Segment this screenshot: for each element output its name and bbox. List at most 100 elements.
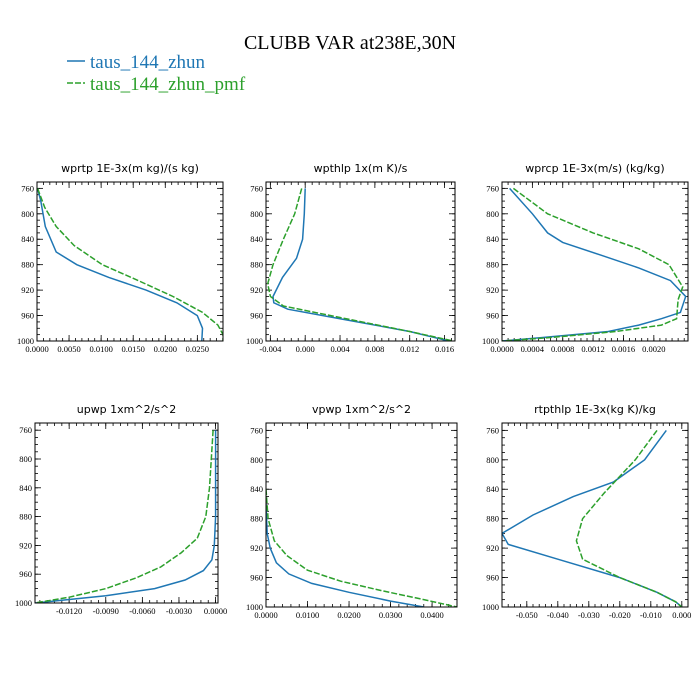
- x-tick-label: 0.0250: [186, 344, 209, 354]
- series-line-zhun-pmf: [37, 188, 223, 341]
- figure-title: CLUBB VAR at238E,30N: [244, 32, 456, 54]
- y-tick-label: 1000: [482, 336, 499, 346]
- panel-title: rtpthlp 1E-3x(kg K)/kg: [534, 403, 656, 416]
- y-tick-label: 800: [19, 454, 32, 464]
- y-tick-label: 1000: [15, 598, 32, 608]
- plot-frame: [501, 181, 689, 342]
- series-line-zhun: [502, 429, 683, 607]
- y-tick-label: 880: [250, 514, 263, 524]
- panel-title: upwp 1xm^2/s^2: [77, 403, 177, 416]
- series-line-zhun: [37, 188, 204, 341]
- series-line-zhun-pmf: [502, 187, 684, 341]
- y-tick-label: 960: [486, 311, 499, 321]
- panel-6: rtpthlp 1E-3x(kg K)/kg 760 800 840 880 920 960…: [482, 403, 691, 620]
- legend: taus_144_zhun taus_144_zhun_pmf: [67, 52, 246, 95]
- y-tick-label: 840: [250, 484, 263, 494]
- y-tick-label: 960: [19, 569, 32, 579]
- y-tick-label: 800: [486, 455, 499, 465]
- x-tick-label: 0.0300: [379, 610, 402, 620]
- x-tick-label: 0.008: [365, 344, 384, 354]
- y-tick-label: 760: [486, 425, 499, 435]
- y-tick-label: 960: [21, 311, 34, 321]
- x-tick-label: -0.0090: [93, 606, 119, 616]
- panel-title: wprcp 1E-3x(m/s) (kg/kg): [525, 162, 664, 175]
- y-tick-label: 840: [486, 484, 499, 494]
- series-line-zhun: [502, 187, 687, 341]
- plot-frame: [265, 422, 458, 608]
- y-tick-label: 1000: [17, 336, 34, 346]
- y-tick-label: 920: [250, 543, 263, 553]
- y-tick-label: 960: [250, 311, 263, 321]
- x-tick-label: 0.0004: [521, 344, 545, 354]
- panel-4: upwp 1xm^2/s^2 760 800 840 880 920 960 1000 -0.0…: [15, 403, 227, 616]
- y-tick-label: 800: [486, 209, 499, 219]
- x-tick-label: 0.0100: [89, 344, 112, 354]
- y-tick-label: 880: [19, 512, 32, 522]
- y-tick-label: 920: [250, 285, 263, 295]
- plot-frame: [36, 181, 224, 342]
- y-tick-label: 920: [486, 543, 499, 553]
- x-tick-label: 0.0200: [154, 344, 177, 354]
- y-tick-label: 840: [486, 234, 499, 244]
- y-tick-label: 840: [21, 234, 34, 244]
- x-tick-label: 0.0100: [296, 610, 319, 620]
- y-tick-label: 880: [486, 514, 499, 524]
- series-line-zhun-pmf: [266, 489, 457, 607]
- series-line-zhun: [35, 430, 217, 603]
- y-tick-label: 760: [486, 183, 499, 193]
- y-tick-label: 800: [21, 209, 34, 219]
- x-tick-label: 0.000: [296, 344, 315, 354]
- x-tick-label: 0.0000: [25, 344, 48, 354]
- x-tick-label: -0.030: [578, 610, 600, 620]
- y-tick-label: 800: [250, 209, 263, 219]
- x-tick-label: 0.0020: [642, 344, 665, 354]
- x-tick-label: -0.0120: [56, 606, 82, 616]
- x-tick-label: 0.0016: [612, 344, 635, 354]
- y-tick-label: 960: [250, 573, 263, 583]
- panel-title: vpwp 1xm^2/s^2: [312, 403, 411, 416]
- x-tick-label: 0.000: [672, 610, 691, 620]
- legend-label-zhun: taus_144_zhun: [90, 52, 206, 73]
- x-tick-label: -0.010: [640, 610, 662, 620]
- plot-frame: [34, 422, 219, 604]
- y-tick-label: 760: [19, 425, 32, 435]
- legend-label-zhun-pmf: taus_144_zhun_pmf: [90, 74, 246, 95]
- x-tick-label: 0.0400: [420, 610, 443, 620]
- x-tick-label: 0.0012: [581, 344, 604, 354]
- y-tick-label: 920: [21, 285, 34, 295]
- y-tick-label: 1000: [246, 602, 263, 612]
- y-tick-label: 880: [486, 260, 499, 270]
- panels: wprtp 1E-3x(m kg)/(s kg) 760 800 840 880 920 9…: [15, 162, 691, 620]
- panel-2: wpthlp 1x(m K)/s 760 800 840 880 920 960 1000-0…: [246, 162, 456, 354]
- series-line-zhun: [266, 503, 424, 607]
- panel-3: wprcp 1E-3x(m/s) (kg/kg) 760 800 840 880 920 9…: [482, 162, 689, 354]
- y-tick-label: 760: [250, 183, 263, 193]
- series-line-zhun-pmf: [575, 429, 683, 607]
- series-line-zhun-pmf: [266, 188, 454, 341]
- panel-title: wprtp 1E-3x(m kg)/(s kg): [61, 162, 199, 175]
- x-tick-label: 0.0050: [57, 344, 80, 354]
- x-tick-label: 0.012: [400, 344, 419, 354]
- panel-1: wprtp 1E-3x(m kg)/(s kg) 760 800 840 880 920 9…: [17, 162, 224, 354]
- x-tick-label: 0.016: [435, 344, 454, 354]
- x-tick-label: 0.004: [330, 344, 350, 354]
- y-tick-label: 800: [250, 455, 263, 465]
- plot-frame: [265, 181, 456, 342]
- y-tick-label: 1000: [246, 336, 263, 346]
- y-tick-label: 840: [250, 234, 263, 244]
- x-tick-label: -0.040: [547, 610, 569, 620]
- plot-frame: [501, 422, 689, 608]
- x-tick-label: 0.0200: [337, 610, 360, 620]
- x-tick-label: -0.050: [516, 610, 538, 620]
- y-tick-label: 1000: [482, 602, 499, 612]
- x-tick-label: -0.0060: [129, 606, 155, 616]
- y-tick-label: 880: [250, 260, 263, 270]
- y-tick-label: 880: [21, 260, 34, 270]
- x-tick-label: 0.0000: [254, 610, 277, 620]
- y-tick-label: 840: [19, 483, 32, 493]
- x-tick-label: 0.0150: [122, 344, 145, 354]
- y-tick-label: 760: [21, 183, 34, 193]
- panel-title: wpthlp 1x(m K)/s: [314, 162, 408, 175]
- series-line-zhun: [272, 188, 450, 341]
